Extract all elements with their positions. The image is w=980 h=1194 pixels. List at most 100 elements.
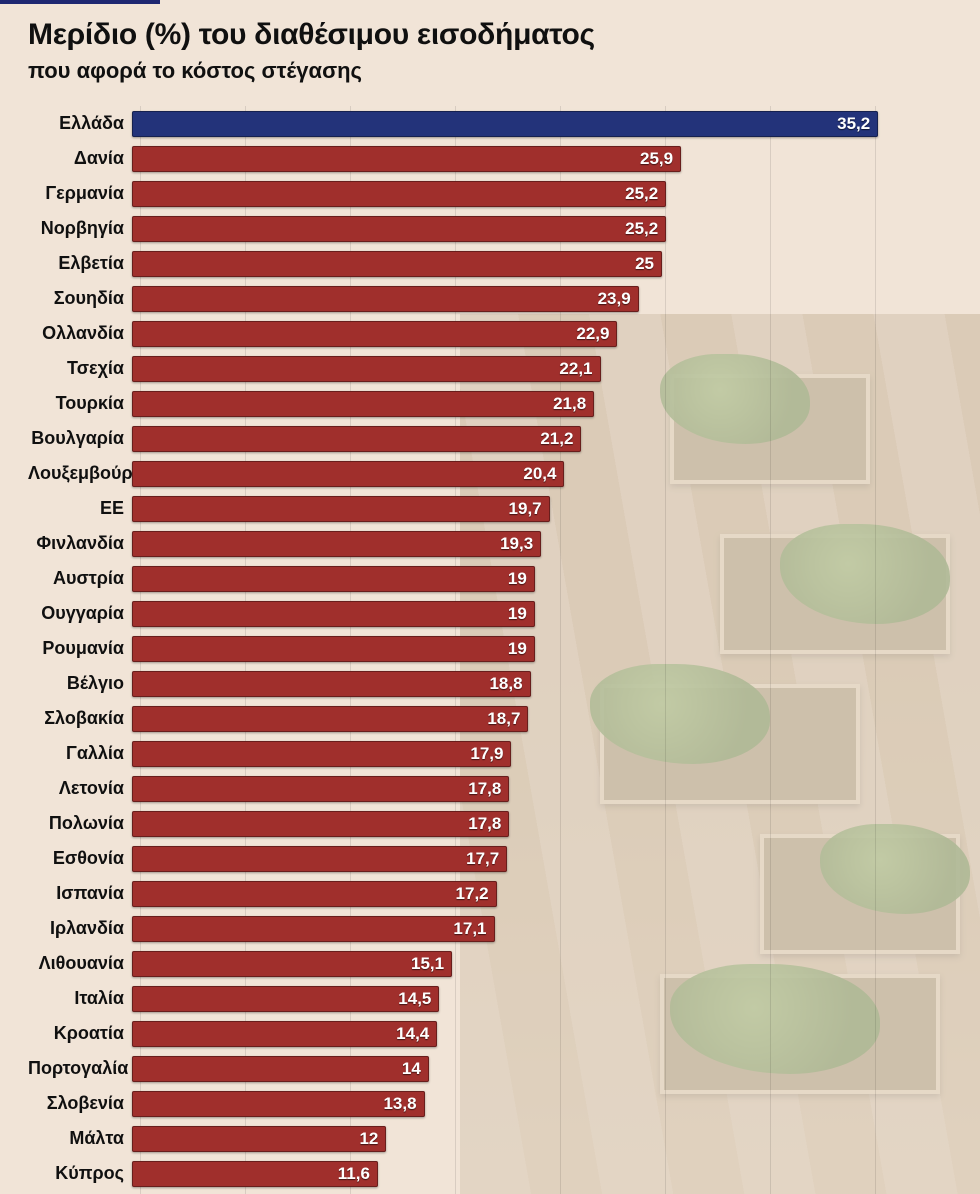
bar-wrap: 22,1 [132, 356, 980, 382]
bar-value: 17,8 [132, 811, 509, 837]
bar-label: Λουξεμβούργο [28, 463, 132, 484]
bar-value: 14,5 [132, 986, 439, 1012]
bar-value: 18,7 [132, 706, 528, 732]
bar-chart: Ελλάδα35,2Δανία25,9Γερμανία25,2Νορβηγία2… [28, 106, 980, 1194]
bar-value: 25,9 [132, 146, 681, 172]
bar-row: Βουλγαρία21,2 [28, 421, 980, 456]
bar-value: 18,8 [132, 671, 531, 697]
bar-wrap: 22,9 [132, 321, 980, 347]
bar-row: Πορτογαλία14 [28, 1051, 980, 1086]
bar-wrap: 25 [132, 251, 980, 277]
bar-value: 19 [132, 601, 535, 627]
page: Μερίδιο (%) του διαθέσιμου εισοδήματος π… [0, 0, 980, 1194]
bar-wrap: 14 [132, 1056, 980, 1082]
bar-label: Πορτογαλία [28, 1058, 132, 1079]
bar-label: Κροατία [28, 1023, 132, 1044]
bar-value: 22,9 [132, 321, 617, 347]
bar-row: Δανία25,9 [28, 141, 980, 176]
bar-value: 12 [132, 1126, 386, 1152]
bar-value: 17,7 [132, 846, 507, 872]
bar-row: Λουξεμβούργο20,4 [28, 456, 980, 491]
bar-row: Σλοβακία18,7 [28, 701, 980, 736]
bar-row: Ρουμανία19 [28, 631, 980, 666]
bar-value: 22,1 [132, 356, 601, 382]
bar-wrap: 19 [132, 566, 980, 592]
bar-row: Τσεχία22,1 [28, 351, 980, 386]
bar-wrap: 18,7 [132, 706, 980, 732]
bar-label: Σλοβακία [28, 708, 132, 729]
bar-row: Πολωνία17,8 [28, 806, 980, 841]
bar-wrap: 19,3 [132, 531, 980, 557]
bar-label: Εσθονία [28, 848, 132, 869]
bar-row: Σλοβενία13,8 [28, 1086, 980, 1121]
bar-label: Αυστρία [28, 568, 132, 589]
bar-label: ΕΕ [28, 498, 132, 519]
bar-wrap: 25,9 [132, 146, 980, 172]
bar-label: Βέλγιο [28, 673, 132, 694]
bar-wrap: 14,4 [132, 1021, 980, 1047]
bar-value: 20,4 [132, 461, 564, 487]
bar-label: Τουρκία [28, 393, 132, 414]
bar-value: 17,8 [132, 776, 509, 802]
bar-wrap: 35,2 [132, 111, 980, 137]
bar-label: Ιταλία [28, 988, 132, 1009]
chart-subtitle: που αφορά το κόστος στέγασης [28, 58, 980, 84]
bar-row: Εσθονία17,7 [28, 841, 980, 876]
bar-value: 19 [132, 636, 535, 662]
bar-wrap: 19,7 [132, 496, 980, 522]
bar-row: Λετονία17,8 [28, 771, 980, 806]
bar-label: Ισπανία [28, 883, 132, 904]
bar-label: Ρουμανία [28, 638, 132, 659]
bar-wrap: 23,9 [132, 286, 980, 312]
bar-wrap: 20,4 [132, 461, 980, 487]
chart-rows: Ελλάδα35,2Δανία25,9Γερμανία25,2Νορβηγία2… [28, 106, 980, 1191]
bar-row: Φινλανδία19,3 [28, 526, 980, 561]
bar-value: 19,7 [132, 496, 550, 522]
bar-value: 17,1 [132, 916, 495, 942]
bar-value: 35,2 [132, 111, 878, 137]
bar-wrap: 17,1 [132, 916, 980, 942]
bar-row: Ολλανδία22,9 [28, 316, 980, 351]
bar-label: Μάλτα [28, 1128, 132, 1149]
bar-label: Ιρλανδία [28, 918, 132, 939]
bar-row: Ελλάδα35,2 [28, 106, 980, 141]
bar-wrap: 17,2 [132, 881, 980, 907]
bar-row: Βέλγιο18,8 [28, 666, 980, 701]
bar-label: Γερμανία [28, 183, 132, 204]
bar-label: Πολωνία [28, 813, 132, 834]
bar-wrap: 21,8 [132, 391, 980, 417]
bar-row: Ουγγαρία19 [28, 596, 980, 631]
bar-row: ΕΕ19,7 [28, 491, 980, 526]
bar-value: 13,8 [132, 1091, 425, 1117]
bar-row: Γαλλία17,9 [28, 736, 980, 771]
bar-label: Ελβετία [28, 253, 132, 274]
bar-label: Δανία [28, 148, 132, 169]
bar-row: Ιρλανδία17,1 [28, 911, 980, 946]
bar-label: Βουλγαρία [28, 428, 132, 449]
bar-row: Γερμανία25,2 [28, 176, 980, 211]
bar-label: Ελλάδα [28, 113, 132, 134]
bar-value: 25,2 [132, 216, 666, 242]
bar-wrap: 17,7 [132, 846, 980, 872]
bar-label: Ουγγαρία [28, 603, 132, 624]
bar-wrap: 13,8 [132, 1091, 980, 1117]
bar-wrap: 25,2 [132, 216, 980, 242]
bar-wrap: 15,1 [132, 951, 980, 977]
bar-value: 17,2 [132, 881, 497, 907]
bar-value: 25,2 [132, 181, 666, 207]
bar-value: 11,6 [132, 1161, 378, 1187]
bar-value: 23,9 [132, 286, 639, 312]
bar-row: Ιταλία14,5 [28, 981, 980, 1016]
bar-row: Νορβηγία25,2 [28, 211, 980, 246]
bar-wrap: 11,6 [132, 1161, 980, 1187]
bar-label: Ολλανδία [28, 323, 132, 344]
bar-label: Νορβηγία [28, 218, 132, 239]
bar-row: Ελβετία25 [28, 246, 980, 281]
bar-row: Κύπρος11,6 [28, 1156, 980, 1191]
chart-title: Μερίδιο (%) του διαθέσιμου εισοδήματος [28, 18, 980, 52]
bar-wrap: 17,8 [132, 811, 980, 837]
bar-value: 14 [132, 1056, 429, 1082]
bar-row: Αυστρία19 [28, 561, 980, 596]
bar-label: Γαλλία [28, 743, 132, 764]
bar-wrap: 17,9 [132, 741, 980, 767]
